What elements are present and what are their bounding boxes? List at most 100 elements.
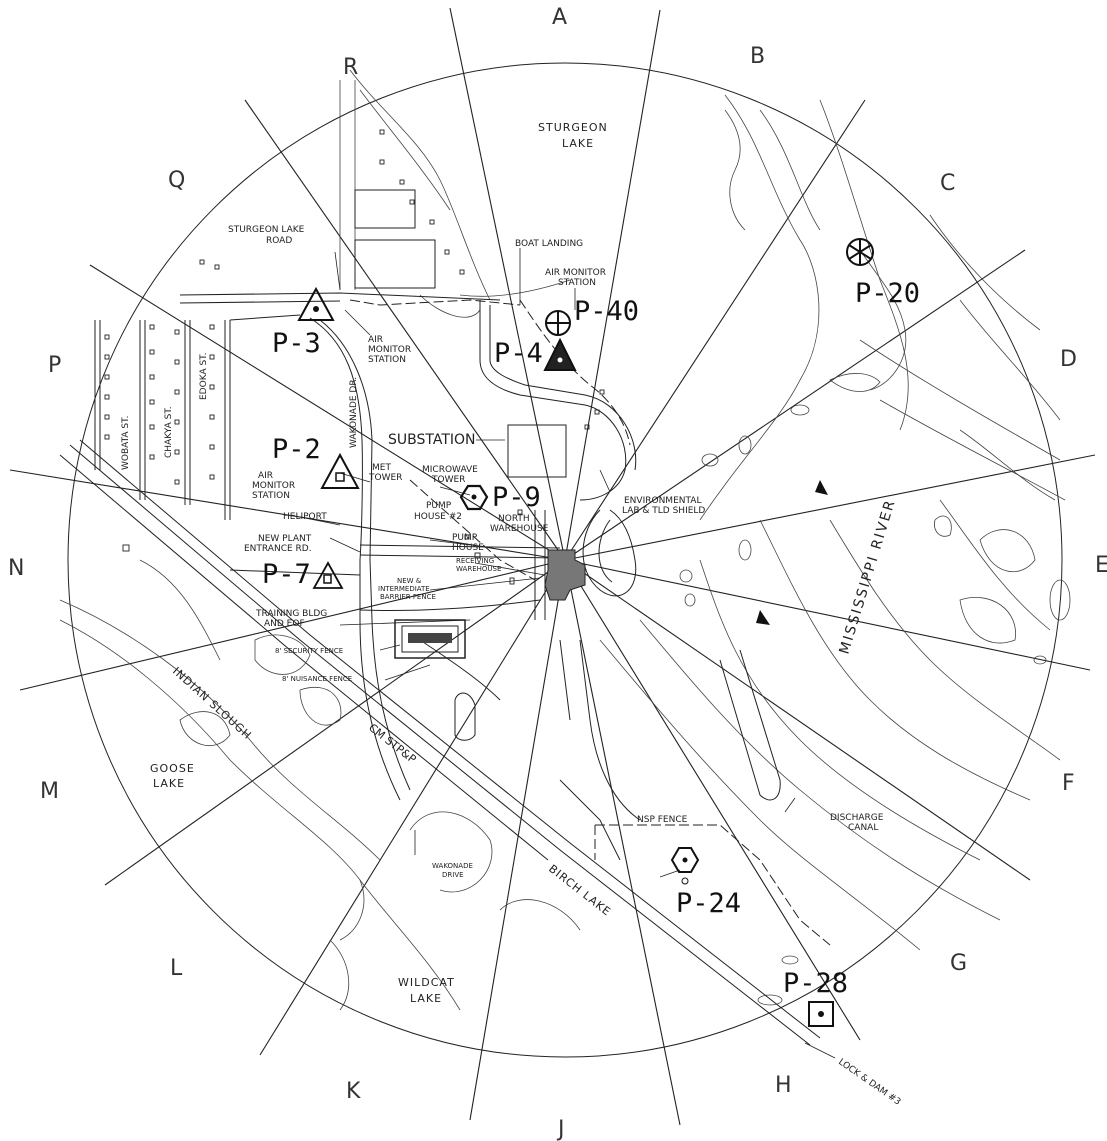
- air-monitor-p3-label-3: STATION: [368, 355, 406, 365]
- training-building-eof: [394, 619, 466, 659]
- plant-roads: [229, 300, 781, 861]
- sector-label-c: C: [940, 171, 955, 196]
- sector-label-j: J: [556, 1117, 565, 1141]
- sector-label-b: B: [750, 44, 765, 69]
- sturgeon-lake-label: STURGEON: [538, 121, 608, 134]
- air-monitor-p2-label: AIR: [258, 471, 273, 481]
- sector-radial-lines: [9, 7, 1096, 1126]
- edoka-street-label: EDOKA ST.: [199, 353, 209, 400]
- sector-label-l: L: [170, 956, 183, 981]
- sector-boundary-circle: [67, 62, 1063, 1058]
- railroad-cm-stpp: [59, 439, 821, 1046]
- air-monitor-p3-label-2: MONITOR: [368, 345, 411, 355]
- pump-house-2-label-2: HOUSE #2: [414, 512, 462, 522]
- air-monitor-station-label: AIR MONITOR: [545, 268, 606, 278]
- barrier-fence-label: NEW &: [397, 577, 422, 585]
- sector-label-k: K: [346, 1079, 361, 1104]
- air-monitor-p2-label-3: STATION: [252, 491, 290, 501]
- river-shorelines: [599, 94, 1066, 951]
- sector-label-n: N: [8, 556, 24, 581]
- goose-lake-label: GOOSE: [150, 762, 195, 775]
- station-label-p28: P-28: [783, 968, 848, 999]
- sector-label-q: Q: [168, 168, 185, 193]
- river-islands: [679, 373, 1071, 1006]
- discharge-canal-label: DISCHARGE: [830, 813, 884, 823]
- fence-lines: [349, 299, 831, 946]
- air-monitor-station-label-2: STATION: [558, 278, 596, 288]
- sector-label-f: F: [1062, 771, 1075, 796]
- sector-label-h: H: [775, 1073, 792, 1098]
- indian-slough-shoreline: [59, 559, 581, 1011]
- north-warehouse-label: NORTH: [498, 514, 530, 524]
- cm-stpp-label: CM STP&P: [366, 721, 419, 766]
- discharge-canal-label-2: CANAL: [848, 823, 878, 833]
- north-warehouse-label-2: WAREHOUSE: [490, 524, 549, 534]
- substation-label: SUBSTATION: [388, 432, 476, 448]
- chakya-street-label: CHAKYA ST.: [164, 406, 174, 458]
- sector-label-a: A: [552, 5, 567, 30]
- pump-house-label-2: HOUSE: [452, 543, 484, 553]
- lock-and-dam-label: LOCK & DAM #3: [836, 1057, 902, 1107]
- triangle-filled-icon: [543, 337, 577, 371]
- sector-label-p: P: [48, 353, 61, 378]
- sturgeon-lake-label-2: LAKE: [562, 137, 594, 150]
- new-plant-entrance-label-2: ENTRANCE RD.: [244, 544, 312, 554]
- station-label-p24: P-24: [676, 888, 741, 919]
- barrier-fence-label-2: INTERMEDIATE: [378, 585, 430, 593]
- sturgeon-lake-road-label-2: ROAD: [266, 236, 292, 246]
- nuisance-fence-label: 8' NUISANCE FENCE: [282, 675, 352, 683]
- sector-label-d: D: [1060, 347, 1077, 372]
- station-label-p2: P-2: [272, 434, 321, 465]
- river-flow-arrows: [756, 480, 828, 625]
- hexagon-dot-icon: [670, 847, 700, 885]
- new-plant-entrance-label: NEW PLANT: [258, 534, 312, 544]
- substation-building: [507, 424, 567, 478]
- air-monitor-p2-label-2: MONITOR: [252, 481, 295, 491]
- triangle-square-icon: [312, 561, 344, 589]
- training-building-label: TRAINING BLDG: [255, 609, 327, 619]
- boat-landing-label: BOAT LANDING: [515, 239, 583, 249]
- triangle-square-icon: [320, 452, 360, 489]
- wakonade-drive-label-2: DRIVE: [442, 871, 464, 879]
- goose-lake-label-2: LAKE: [153, 777, 185, 790]
- station-label-p20: P-20: [855, 278, 920, 309]
- birch-lake-label: BIRCH LAKE: [546, 862, 613, 919]
- station-label-p3: P-3: [272, 328, 321, 359]
- sturgeon-lake-shoreline: [339, 69, 571, 318]
- microwave-tower-label-2: TOWER: [431, 475, 465, 485]
- triangle-dot-icon: [297, 286, 335, 321]
- station-label-p40: P-40: [574, 296, 639, 327]
- hexagon-star-icon: [846, 238, 874, 266]
- sector-label-e: E: [1095, 553, 1107, 578]
- environmental-lab-label-2: LAB & TLD SHIELD: [622, 506, 705, 516]
- wakonade-dr-street-label: WAKONADE DR.: [349, 377, 359, 448]
- hexagon-dot-icon: [459, 484, 489, 511]
- heliport-label: HELIPORT: [283, 512, 327, 522]
- sector-label-g: G: [950, 951, 967, 976]
- reactor-building: [544, 549, 586, 601]
- sector-label-m: M: [40, 779, 59, 804]
- met-tower-label: MET: [372, 463, 391, 473]
- sturgeon-lake-road-label: STURGEON LAKE: [228, 225, 305, 235]
- town-street-grid: [94, 189, 501, 801]
- receiving-warehouse-label-2: WAREHOUSE: [456, 565, 501, 573]
- wildcat-lake-label: WILDCAT: [398, 976, 455, 989]
- mississippi-river-label: MISSISSIPPI RIVER: [837, 497, 900, 656]
- barrier-fence-label-3: BARRIER FENCE: [380, 593, 436, 601]
- microwave-tower-label: MICROWAVE: [422, 465, 478, 475]
- station-label-p7: P-7: [262, 559, 311, 590]
- nsp-fence-label: NSP FENCE: [637, 815, 688, 825]
- indian-slough-label: INDIAN SLOUGH: [170, 665, 254, 743]
- met-tower-label-2: TOWER: [368, 473, 402, 483]
- wobata-street-label: WOBATA ST.: [121, 416, 131, 470]
- wakonade-drive-label: WAKONADE: [432, 862, 473, 870]
- circle-cross-icon: [545, 310, 571, 336]
- receiving-warehouse-label: RECEIVING: [456, 557, 494, 565]
- training-building-label-2: AND EOF: [264, 619, 305, 629]
- station-label-p9: P-9: [492, 482, 541, 513]
- town-houses: [104, 129, 605, 585]
- wildcat-lake-label-2: LAKE: [410, 992, 442, 1005]
- pump-house-2-label: PUMP: [426, 501, 452, 511]
- pump-house-label: PUMP: [452, 533, 478, 543]
